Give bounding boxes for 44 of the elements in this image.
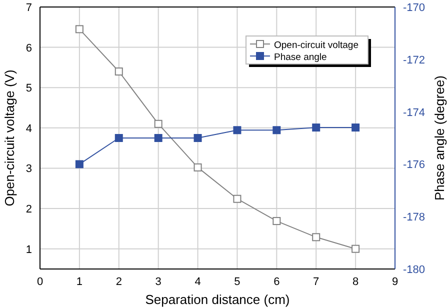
x-tick-label: 2 <box>116 276 122 288</box>
point <box>114 67 123 76</box>
y2-tick-label: -176 <box>403 159 426 172</box>
point <box>233 194 242 203</box>
point <box>154 120 162 128</box>
y2-axis-title: Phase angle (degree) <box>432 75 447 201</box>
legend-label: Open-circuit voltage <box>274 40 358 51</box>
point <box>352 124 360 132</box>
y2-tick-label: -180 <box>403 264 426 276</box>
point <box>114 134 123 142</box>
point <box>272 126 281 134</box>
x-tick-label: 3 <box>155 276 162 288</box>
point <box>194 134 202 142</box>
y2-tick-label: -178 <box>403 212 426 224</box>
point <box>75 25 84 34</box>
y-tick-label: 6 <box>26 42 32 54</box>
x-tick-label: 4 <box>194 276 201 288</box>
y2-tick-label: -170 <box>403 2 426 14</box>
point <box>154 134 162 142</box>
y2-tick-label: -174 <box>403 106 426 119</box>
y-tick-label: 1 <box>26 244 32 256</box>
x-tick-label: 7 <box>313 276 320 288</box>
legend-label: Phase angle <box>274 52 327 63</box>
y-tick-label: 2 <box>26 204 32 216</box>
x-tick-label: 0 <box>36 276 44 288</box>
point <box>75 160 84 168</box>
point <box>272 217 281 226</box>
point <box>312 233 320 242</box>
x-tick-label: 1 <box>76 276 83 288</box>
x-tick-label: 8 <box>352 276 359 288</box>
x-tick-label: 9 <box>392 276 398 288</box>
point <box>233 126 242 134</box>
x-tick-label: 5 <box>234 276 240 288</box>
point <box>312 124 320 132</box>
y-tick-label: 4 <box>26 122 32 135</box>
y-tick-label: 3 <box>26 163 32 176</box>
x-axis-title: Separation distance (cm) <box>145 292 290 307</box>
x-tick-label: 6 <box>274 276 280 288</box>
point <box>352 244 360 253</box>
point <box>194 163 202 172</box>
y-tick-label: 7 <box>26 2 32 14</box>
y-axis-title: Open-circuit voltage (V) <box>2 70 17 206</box>
y-tick-label: 5 <box>26 82 32 95</box>
y2-tick-label: -172 <box>403 54 426 66</box>
